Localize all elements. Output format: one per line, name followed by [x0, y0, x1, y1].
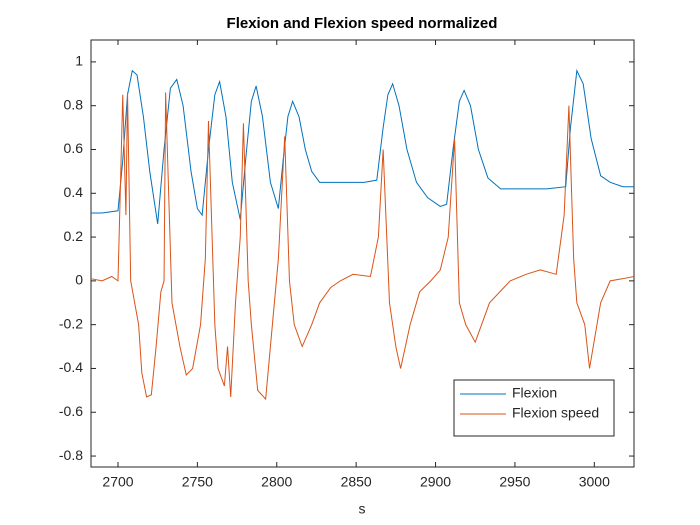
legend-label: Flexion	[512, 385, 557, 401]
legend-box	[453, 379, 615, 437]
y-tick-label: 0.6	[64, 140, 84, 156]
y-tick-label: 1	[75, 53, 83, 69]
x-tick-label: 2850	[341, 474, 372, 490]
y-tick-label: 0.4	[64, 184, 84, 200]
y-tick-label: 0.2	[64, 228, 84, 244]
x-tick-label: 2750	[182, 474, 213, 490]
y-tick-label: -0.6	[59, 403, 83, 419]
x-tick-label: 2700	[102, 474, 133, 490]
x-tick-label: 2800	[261, 474, 292, 490]
y-tick-label: -0.8	[59, 447, 83, 463]
x-axis-label: s	[359, 501, 366, 517]
y-tick-label: 0.8	[64, 96, 84, 112]
x-tick-label: 2900	[420, 474, 451, 490]
series-line	[90, 92, 635, 401]
y-tick-label: 0	[75, 272, 83, 288]
chart-title: Flexion and Flexion speed normalized	[227, 15, 498, 32]
x-tick-label: 2950	[499, 474, 530, 490]
y-tick-label: -0.4	[59, 359, 83, 375]
x-tick-label: 3000	[579, 474, 610, 490]
legend-label: Flexion speed	[512, 405, 599, 421]
y-tick-label: -0.2	[59, 315, 83, 331]
series-line	[91, 68, 634, 225]
